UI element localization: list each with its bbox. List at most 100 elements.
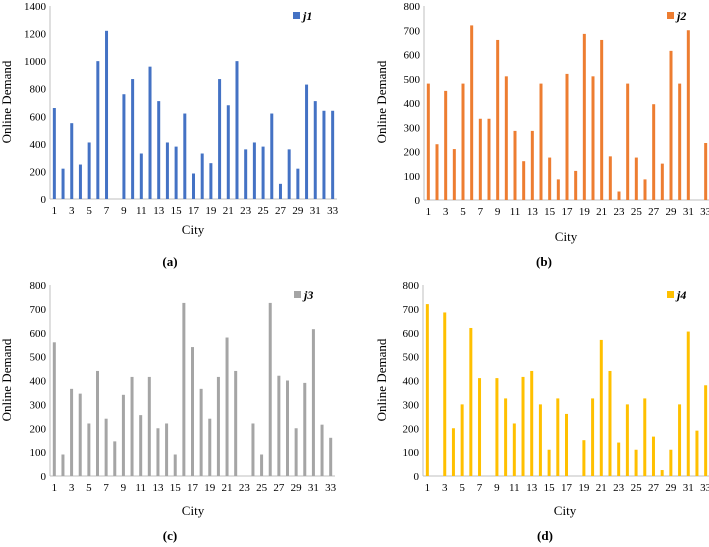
x-tick-label: 33 <box>327 205 339 217</box>
bar-j2-city-9 <box>496 39 500 201</box>
x-tick-label: 13 <box>152 482 164 494</box>
y-tick-label: 100 <box>30 447 47 459</box>
bar-j4-city-9 <box>495 378 499 476</box>
bar-j3-city-26 <box>268 302 272 476</box>
y-tick-label: 600 <box>403 328 420 340</box>
bar-j4-city-15 <box>547 449 551 476</box>
x-tick-label: 25 <box>258 205 270 217</box>
bar-j3-city-29 <box>294 428 298 476</box>
x-tick-label: 27 <box>273 482 285 494</box>
bar-j1-city-3 <box>70 123 74 199</box>
x-tick-label: 29 <box>292 205 304 217</box>
bar-j2-city-16 <box>556 179 560 200</box>
x-axis-title: City <box>182 503 205 518</box>
bar-j2-city-2 <box>435 144 439 200</box>
bar-j1-city-28 <box>287 149 291 199</box>
y-tick-label: 800 <box>30 84 47 96</box>
bar-j2-city-12 <box>522 161 526 200</box>
bar-j4-city-26 <box>643 398 647 476</box>
bar-j3-city-6 <box>96 370 99 476</box>
bar-j2-city-4 <box>452 149 456 200</box>
bar-j2-city-11 <box>513 130 517 200</box>
y-tick-label: 300 <box>30 399 47 411</box>
x-tick-label: 9 <box>121 205 127 217</box>
bar-j1-city-27 <box>278 183 282 199</box>
x-axis-title: City <box>555 229 578 244</box>
y-tick-label: 700 <box>403 304 420 316</box>
x-tick-label: 31 <box>308 482 319 494</box>
x-tick-label: 11 <box>136 205 147 217</box>
bar-j2-city-24 <box>626 83 630 200</box>
x-tick-label: 25 <box>631 206 643 218</box>
bar-j3-city-13 <box>156 428 160 476</box>
bar-j3-city-8 <box>113 441 117 476</box>
x-tick-label: 13 <box>153 205 165 217</box>
bar-j4-city-17 <box>565 413 568 477</box>
y-tick-label: 300 <box>403 399 420 411</box>
bar-j2-city-18 <box>574 170 578 200</box>
y-tick-label: 0 <box>414 471 420 483</box>
x-axis-title: City <box>554 503 577 518</box>
bar-j3-city-17 <box>191 347 194 476</box>
y-axis-title: Online Demand <box>0 338 14 421</box>
y-tick-label: 1000 <box>24 56 47 68</box>
bar-j1-city-31 <box>313 101 317 199</box>
bar-j3-city-1 <box>52 342 56 476</box>
x-tick-label: 11 <box>509 482 520 494</box>
y-tick-label: 400 <box>30 139 47 151</box>
x-tick-label: 27 <box>648 482 660 494</box>
legend-label-j1: j1 <box>301 9 312 23</box>
bar-j4-city-13 <box>530 370 534 476</box>
bar-j3-city-21 <box>225 337 229 476</box>
bar-j1-city-5 <box>87 142 91 199</box>
bar-j3-city-27 <box>277 375 281 477</box>
x-tick-label: 9 <box>494 482 500 494</box>
bar-j1-city-25 <box>261 146 265 199</box>
bar-j4-city-27 <box>651 436 655 476</box>
bar-j1-city-33 <box>331 110 335 199</box>
x-tick-label: 17 <box>188 205 200 217</box>
bar-j2-city-5 <box>461 83 465 200</box>
bar-j4-city-33 <box>704 385 708 476</box>
y-tick-label: 200 <box>30 423 47 435</box>
bar-j3-city-31 <box>311 329 315 476</box>
bar-j1-city-4 <box>78 164 82 199</box>
x-tick-label: 1 <box>52 205 58 217</box>
bar-j4-city-6 <box>469 327 473 477</box>
y-axis-title: Online Demand <box>374 60 389 143</box>
bar-j1-city-32 <box>322 110 326 199</box>
x-tick-label: 7 <box>477 482 483 494</box>
bar-j2-city-21 <box>600 39 604 201</box>
x-tick-label: 5 <box>459 482 465 494</box>
bar-j4-city-16 <box>556 398 560 476</box>
y-tick-label: 200 <box>404 147 421 159</box>
y-tick-label: 300 <box>404 122 421 134</box>
bar-j1-city-10 <box>131 79 135 199</box>
x-tick-label: 23 <box>240 205 252 217</box>
bar-j1-city-12 <box>148 66 152 199</box>
x-tick-label: 29 <box>666 206 678 218</box>
x-tick-label: 31 <box>310 205 321 217</box>
bar-j2-city-13 <box>530 130 534 200</box>
x-tick-label: 33 <box>700 482 709 494</box>
bar-j2-city-25 <box>634 157 638 200</box>
bar-j1-city-26 <box>270 113 274 199</box>
bar-j1-city-18 <box>200 153 204 199</box>
x-tick-label: 7 <box>103 482 109 494</box>
y-tick-label: 100 <box>403 447 420 459</box>
x-tick-label: 15 <box>171 205 183 217</box>
y-tick-label: 0 <box>41 194 47 206</box>
bar-j3-city-7 <box>104 418 108 476</box>
bar-j3-city-30 <box>303 382 307 476</box>
bar-j2-city-3 <box>444 90 448 201</box>
bar-j1-city-19 <box>209 163 213 199</box>
bar-j3-city-3 <box>70 388 74 476</box>
y-tick-label: 800 <box>30 280 47 292</box>
x-tick-label: 29 <box>291 482 303 494</box>
x-tick-label: 27 <box>648 206 660 218</box>
bar-j4-city-30 <box>678 404 682 477</box>
legend-label-j3: j3 <box>302 288 313 302</box>
y-tick-label: 500 <box>404 74 421 86</box>
